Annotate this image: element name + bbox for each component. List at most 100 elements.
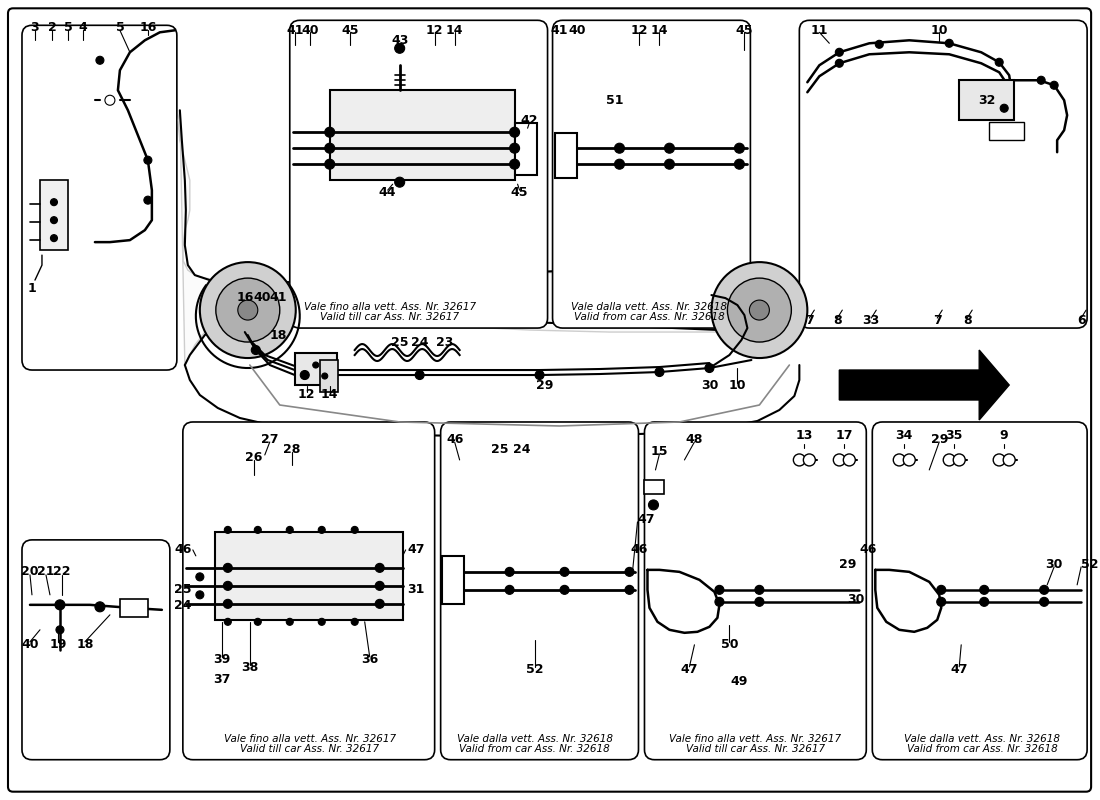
Circle shape [104,95,114,106]
Circle shape [996,58,1003,66]
Circle shape [903,454,915,466]
Circle shape [51,234,57,242]
Text: 19: 19 [50,638,67,651]
Text: 12: 12 [298,387,316,401]
Text: 50: 50 [720,638,738,651]
Circle shape [993,454,1005,466]
Text: Valid till car Ass. Nr. 32617: Valid till car Ass. Nr. 32617 [320,312,459,322]
Text: Valid from car Ass. Nr. 32618: Valid from car Ass. Nr. 32618 [574,312,725,322]
Circle shape [505,586,514,594]
Circle shape [95,602,104,612]
Circle shape [1003,454,1015,466]
Circle shape [1037,76,1045,84]
Circle shape [144,196,152,204]
Circle shape [238,300,257,320]
Circle shape [535,370,544,379]
Circle shape [300,370,309,379]
Circle shape [560,586,569,594]
Circle shape [395,177,405,187]
Text: 33: 33 [862,314,880,326]
Circle shape [216,278,279,342]
Text: 41: 41 [270,290,286,303]
FancyBboxPatch shape [183,422,434,760]
Circle shape [224,618,231,626]
Text: 14: 14 [651,24,668,37]
Circle shape [375,582,384,590]
Text: 7: 7 [805,314,814,326]
Text: 32: 32 [979,94,996,106]
Text: Vale dalla vett. Ass. Nr. 32618: Vale dalla vett. Ass. Nr. 32618 [904,734,1060,744]
Text: 5: 5 [116,21,124,34]
Circle shape [755,598,763,606]
Circle shape [654,367,664,377]
Text: 43: 43 [390,34,408,46]
Circle shape [375,599,384,608]
Circle shape [56,626,64,634]
Text: Valid from car Ass. Nr. 32618: Valid from car Ass. Nr. 32618 [459,744,609,754]
Text: 10: 10 [931,24,948,37]
Circle shape [980,598,989,606]
Circle shape [749,300,769,320]
Circle shape [200,262,296,358]
Text: 20: 20 [21,566,38,578]
Text: 47: 47 [638,514,654,526]
Text: 29: 29 [838,558,856,571]
Text: 10: 10 [728,378,746,391]
Text: 9: 9 [1000,430,1009,442]
Text: 47: 47 [950,663,968,676]
Text: 7: 7 [933,314,942,326]
Circle shape [649,500,659,510]
Text: 25: 25 [390,335,408,349]
Text: 45: 45 [736,24,754,37]
FancyBboxPatch shape [872,422,1087,760]
Text: 16: 16 [236,290,253,303]
Circle shape [705,363,714,373]
Text: 36: 36 [361,654,378,666]
Text: 1: 1 [28,282,36,294]
Circle shape [321,373,328,379]
Circle shape [715,598,724,606]
Text: 18: 18 [76,638,94,651]
Text: 6: 6 [1077,314,1086,326]
Circle shape [937,598,946,606]
Text: eurosparts: eurosparts [597,184,802,217]
Text: 34: 34 [895,430,913,442]
Circle shape [664,143,674,153]
Text: 47: 47 [408,543,426,556]
Circle shape [351,618,359,626]
Circle shape [196,573,204,581]
Text: 46: 46 [630,543,648,556]
Circle shape [625,567,634,576]
Text: 21: 21 [37,566,55,578]
Text: 48: 48 [685,434,703,446]
Circle shape [254,526,262,534]
Text: 25: 25 [491,443,508,457]
Text: 24: 24 [174,599,191,612]
Bar [40,180,68,250]
Circle shape [943,454,955,466]
Circle shape [615,143,625,153]
Circle shape [937,586,946,594]
Text: Vale fino alla vett. Ass. Nr. 32617: Vale fino alla vett. Ass. Nr. 32617 [669,734,842,744]
Text: Valid from car Ass. Nr. 32618: Valid from car Ass. Nr. 32618 [906,744,1057,754]
Text: 51: 51 [606,94,624,106]
Text: 17: 17 [836,430,854,442]
Bar [320,360,338,392]
Text: 35: 35 [946,430,962,442]
Text: 47: 47 [681,663,698,676]
Text: Vale dalla vett. Ass. Nr. 32618: Vale dalla vett. Ass. Nr. 32618 [572,302,727,312]
Circle shape [1040,598,1048,606]
Circle shape [727,278,791,342]
Circle shape [505,567,514,576]
Text: 8: 8 [833,314,842,326]
Text: 45: 45 [341,24,359,37]
FancyBboxPatch shape [645,422,867,760]
Text: 37: 37 [213,674,231,686]
Bar [515,123,537,175]
Text: 28: 28 [283,443,300,457]
Circle shape [735,159,745,169]
Text: 41: 41 [286,24,304,37]
Circle shape [625,586,634,594]
Bar [214,532,403,620]
Text: 2: 2 [47,21,56,34]
